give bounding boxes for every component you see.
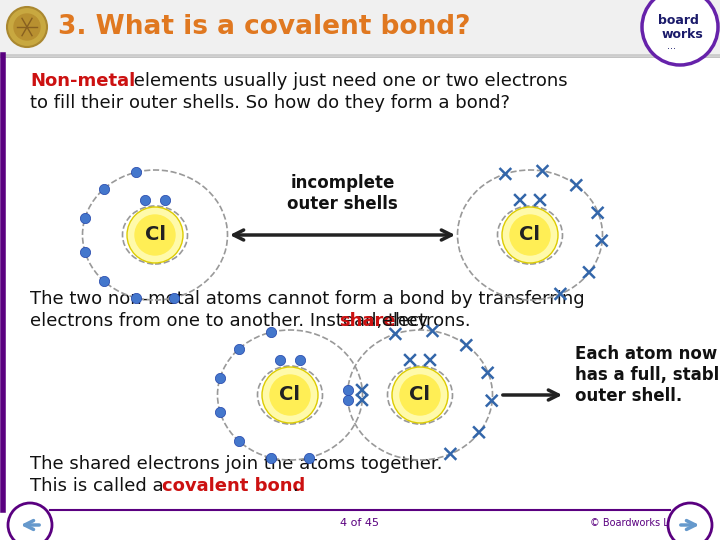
Point xyxy=(266,328,277,336)
Circle shape xyxy=(270,375,310,415)
Circle shape xyxy=(262,367,318,423)
Point xyxy=(266,454,277,462)
Point xyxy=(130,168,142,177)
Text: 4 of 45: 4 of 45 xyxy=(341,518,379,528)
Point xyxy=(233,437,245,445)
Circle shape xyxy=(502,207,558,263)
Text: © Boardworks Ltd 2007: © Boardworks Ltd 2007 xyxy=(590,518,706,528)
Text: board: board xyxy=(657,14,698,26)
Text: .: . xyxy=(292,477,298,495)
Text: The two non-metal atoms cannot form a bond by transferring: The two non-metal atoms cannot form a bo… xyxy=(30,290,585,308)
Point xyxy=(215,408,226,416)
Bar xyxy=(0,0,720,55)
Point xyxy=(80,214,91,222)
Point xyxy=(233,345,245,353)
Text: 3. What is a covalent bond?: 3. What is a covalent bond? xyxy=(58,14,470,40)
Text: The shared electrons join the atoms together.: The shared electrons join the atoms toge… xyxy=(30,455,443,473)
Text: electrons.: electrons. xyxy=(376,312,471,330)
Text: Cl: Cl xyxy=(520,226,541,245)
Point xyxy=(139,195,150,204)
Text: share: share xyxy=(339,312,395,330)
Point xyxy=(130,293,142,302)
Text: This is called a: This is called a xyxy=(30,477,169,495)
Text: Non-metal: Non-metal xyxy=(30,72,135,90)
Point xyxy=(274,356,286,364)
Point xyxy=(215,374,226,382)
Circle shape xyxy=(135,215,175,255)
Circle shape xyxy=(668,503,712,540)
Point xyxy=(99,276,110,285)
Text: ...: ... xyxy=(667,41,677,51)
Text: incomplete
outer shells: incomplete outer shells xyxy=(287,174,398,213)
Circle shape xyxy=(392,367,448,423)
Circle shape xyxy=(400,375,440,415)
Text: elements usually just need one or two electrons: elements usually just need one or two el… xyxy=(128,72,567,90)
Circle shape xyxy=(7,7,47,47)
Text: to fill their outer shells. So how do they form a bond?: to fill their outer shells. So how do th… xyxy=(30,94,510,112)
Circle shape xyxy=(8,503,52,540)
Text: covalent bond: covalent bond xyxy=(162,477,305,495)
Point xyxy=(303,454,315,462)
Point xyxy=(294,356,306,364)
Point xyxy=(168,293,179,302)
Point xyxy=(99,185,110,193)
Text: Cl: Cl xyxy=(279,386,300,404)
Circle shape xyxy=(14,14,40,40)
Text: works: works xyxy=(661,29,703,42)
Text: electrons from one to another. Instead, they: electrons from one to another. Instead, … xyxy=(30,312,434,330)
Point xyxy=(159,195,171,204)
Point xyxy=(80,247,91,256)
Circle shape xyxy=(127,207,183,263)
Text: Cl: Cl xyxy=(410,386,431,404)
Text: Cl: Cl xyxy=(145,226,166,245)
Point xyxy=(342,386,354,394)
Circle shape xyxy=(510,215,550,255)
Circle shape xyxy=(642,0,718,65)
Point xyxy=(342,396,354,404)
Text: Each atom now
has a full, stable
outer shell.: Each atom now has a full, stable outer s… xyxy=(575,345,720,405)
